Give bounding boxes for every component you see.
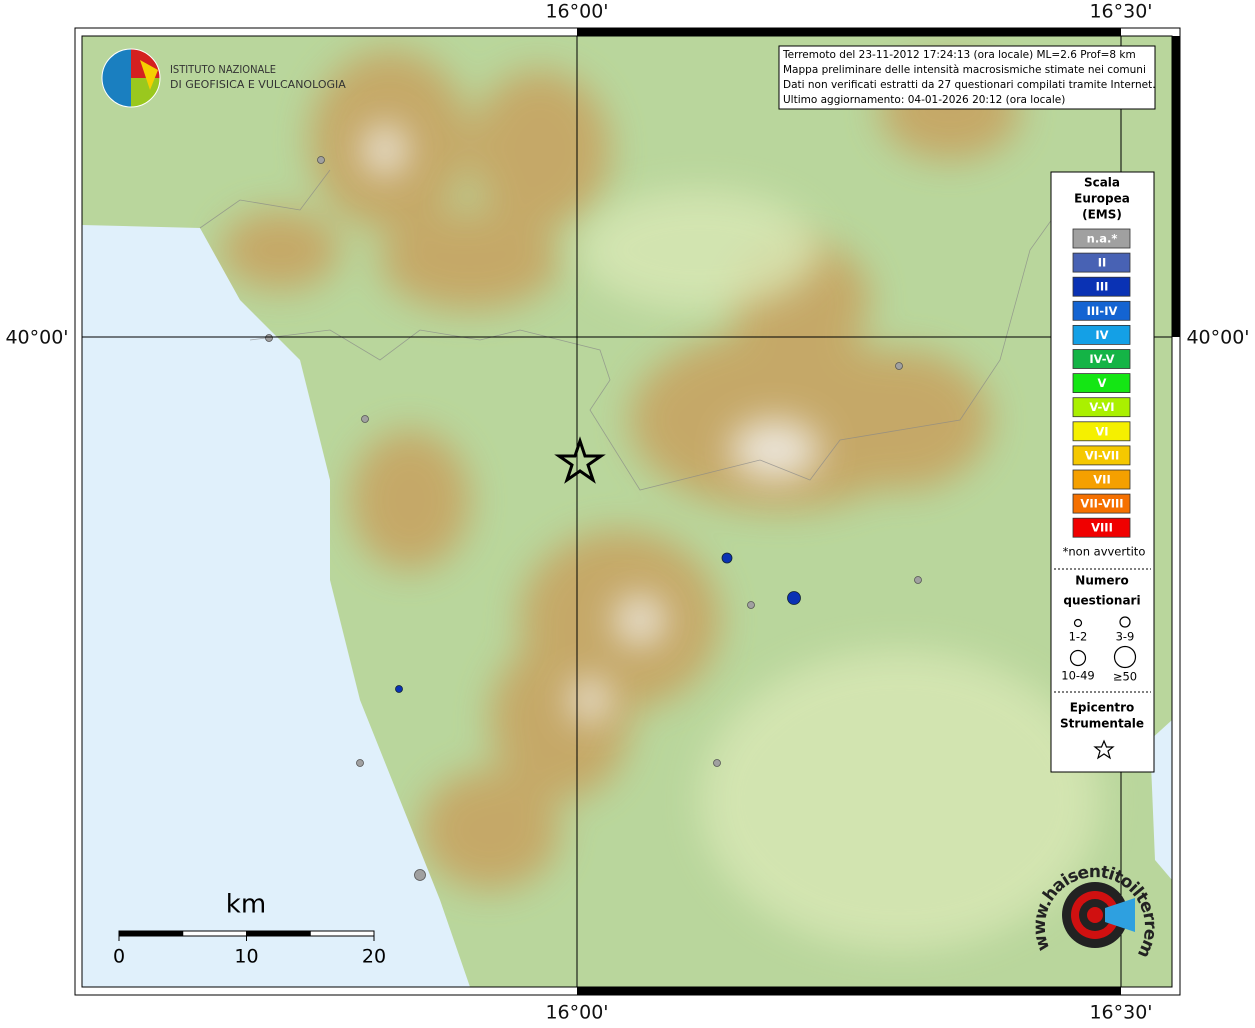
legend-title: Europea [1074, 192, 1130, 206]
sea [82, 225, 470, 987]
legend-swatch [1072, 276, 1131, 297]
legend-swatch [1072, 324, 1131, 345]
scale-segment [309, 930, 375, 937]
legend-swatch [1072, 421, 1131, 442]
count-label: ≥50 [1113, 670, 1137, 684]
terrain [82, 36, 1172, 987]
point [895, 362, 903, 370]
frame-border [74, 27, 1181, 996]
legend-label: IV-V [1089, 352, 1114, 366]
lat-label: 40°00' [1186, 327, 1249, 349]
point [721, 552, 733, 564]
legend-title: (EMS) [1082, 208, 1122, 222]
legend-swatch [1072, 228, 1131, 249]
point [787, 591, 801, 605]
point [395, 685, 403, 693]
scale-label: 10 [234, 946, 258, 968]
point [914, 576, 922, 584]
lat-label: 40°00' [5, 327, 68, 349]
point [747, 601, 755, 609]
lon-label: 16°00' [545, 1002, 608, 1024]
legend-swatch [1072, 252, 1131, 273]
ingv-logo [101, 48, 161, 108]
legend-swatch [1072, 517, 1131, 538]
legend-label: V [1098, 376, 1107, 390]
info-line: Ultimo aggiornamento: 04-01-2026 20:12 (… [783, 94, 1065, 106]
scale-label: 0 [113, 946, 125, 968]
count-label: 1-2 [1069, 630, 1088, 644]
scale-unit: km [226, 890, 266, 920]
lon-label: 16°00' [545, 1, 608, 23]
observations [265, 156, 922, 881]
legend-swatch [1072, 300, 1131, 321]
legend-swatch [1072, 445, 1131, 466]
logo-text: DI GEOFISICA E VULCANOLOGIA [170, 78, 346, 91]
legend-label: VII [1093, 473, 1110, 487]
legend-label: n.a.* [1087, 232, 1118, 246]
count-symbol [1069, 649, 1087, 667]
legend-footnote: *non avvertito [1063, 545, 1146, 559]
count-symbol [1073, 618, 1083, 628]
legend-title: questionari [1063, 594, 1140, 608]
legend-swatch [1072, 349, 1131, 369]
legend-label: II [1098, 256, 1107, 270]
count-label: 3-9 [1116, 630, 1135, 644]
legend-label: IV [1095, 328, 1108, 342]
site-logo [1062, 882, 1135, 948]
legend-label: VII-VIII [1080, 497, 1123, 511]
lon-label: 16°30' [1089, 1, 1152, 23]
point [356, 759, 364, 767]
legend-swatch [1072, 373, 1131, 394]
count-symbol [1119, 616, 1131, 628]
scale-segment [182, 930, 247, 937]
legend-title: Numero [1075, 574, 1128, 588]
logo-text: ISTITUTO NAZIONALE [170, 63, 276, 76]
info-line: Dati non verificati estratti da 27 quest… [783, 79, 1156, 91]
legend-title: Scala [1084, 176, 1120, 190]
legend-label: III-IV [1087, 304, 1118, 318]
scale-label: 20 [362, 946, 386, 968]
legend-star [1093, 739, 1115, 760]
legend-label: VIII [1091, 521, 1113, 535]
info-line: Mappa preliminare delle intensità macros… [783, 64, 1146, 76]
legend-swatch [1072, 493, 1131, 514]
sea [1150, 720, 1172, 880]
legend-swatch [1072, 469, 1131, 490]
legend-label: V-VI [1089, 400, 1114, 414]
count-label: 10-49 [1061, 669, 1094, 683]
point [317, 156, 325, 164]
legend-swatch [1072, 397, 1131, 418]
legend-label: VI [1095, 424, 1108, 438]
point [265, 334, 273, 342]
scale-segment [246, 930, 311, 937]
point [713, 759, 721, 767]
legend-label: VI-VII [1085, 448, 1120, 462]
count-symbol [1113, 645, 1137, 669]
info-box [778, 45, 1156, 110]
legend-title: Strumentale [1060, 717, 1144, 731]
point [414, 869, 426, 881]
point [361, 415, 369, 423]
scale-segment [118, 930, 184, 937]
legend-label: III [1096, 280, 1109, 294]
epicenter-star [554, 436, 606, 484]
boundary [199, 169, 1081, 491]
lon-label: 16°30' [1089, 1002, 1152, 1024]
info-line: Terremoto del 23-11-2012 17:24:13 (ora l… [782, 49, 1136, 61]
legend-title: Epicentro [1070, 701, 1135, 715]
